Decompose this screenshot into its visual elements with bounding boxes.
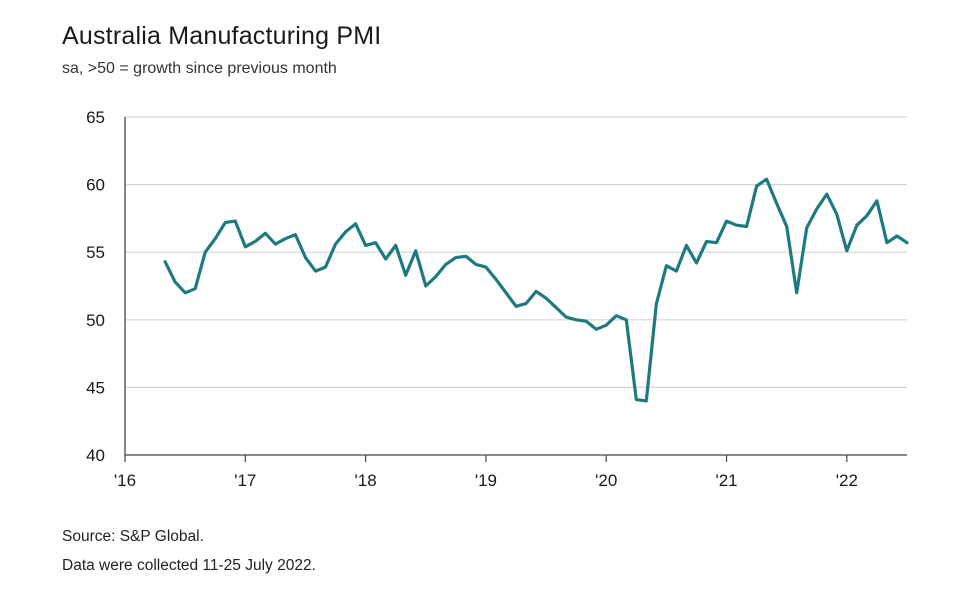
x-tick-label: '19 <box>475 471 497 490</box>
y-tick-labels: 40 45 50 55 60 65 <box>86 108 105 465</box>
collection-note: Data were collected 11-25 July 2022. <box>62 557 316 574</box>
chart-subtitle: sa, >50 = growth since previous month <box>62 60 337 77</box>
x-tick-label: '20 <box>595 471 617 490</box>
x-tick-label: '17 <box>234 471 256 490</box>
gridlines <box>125 116 907 388</box>
x-tick-label: '22 <box>836 471 858 490</box>
x-tick-labels: '16 '17 '18 '19 '20 '21 '22 <box>114 471 858 490</box>
y-tick-label-60: 60 <box>86 176 105 195</box>
y-tick-label-65: 65 <box>86 108 105 127</box>
y-tick-label-50: 50 <box>86 311 105 330</box>
series-line-0 <box>163 177 909 403</box>
x-tick-label: '16 <box>114 471 136 490</box>
y-tick-label-45: 45 <box>86 378 105 397</box>
x-tick-label: '18 <box>355 471 377 490</box>
x-tick-label: '21 <box>715 471 737 490</box>
source-note: Source: S&P Global. <box>62 528 204 545</box>
chart-title: Australia Manufacturing PMI <box>62 22 382 50</box>
series <box>163 177 909 403</box>
axes <box>124 117 907 462</box>
y-tick-label-55: 55 <box>86 243 105 262</box>
y-tick-label-40: 40 <box>86 446 105 465</box>
